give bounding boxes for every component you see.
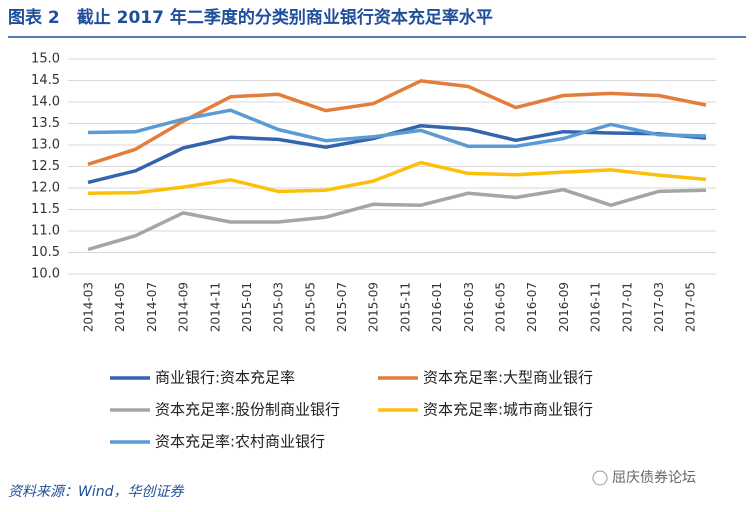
y-tick-label: 14.5 xyxy=(31,73,60,88)
x-tick-label: 2017-01 xyxy=(620,282,634,332)
x-tick-label: 2016-05 xyxy=(494,282,508,332)
series-line xyxy=(87,160,707,195)
x-tick-label: 2014-07 xyxy=(145,282,159,332)
x-tick-label: 2014-03 xyxy=(82,282,96,332)
series-line xyxy=(87,108,707,149)
x-tick-label: 2015-09 xyxy=(367,282,381,332)
x-tick-label: 2015-11 xyxy=(398,282,412,332)
y-tick-label: 13.0 xyxy=(31,138,60,153)
y-tick-label: 12.5 xyxy=(31,159,60,174)
y-tick-label: 10.0 xyxy=(31,267,60,282)
y-tick-label: 10.5 xyxy=(31,245,60,260)
legend-label: 资本充足率:城市商业银行 xyxy=(423,401,593,419)
x-tick-label: 2015-03 xyxy=(272,282,286,332)
legend-label: 商业银行:资本充足率 xyxy=(155,369,295,387)
x-tick-label: 2014-05 xyxy=(113,282,127,332)
x-tick-label: 2016-11 xyxy=(589,282,603,332)
series-line xyxy=(87,79,707,166)
legend-label: 资本充足率:股份制商业银行 xyxy=(155,401,340,419)
source: 资料来源：Wind，华创证券 xyxy=(8,484,184,500)
x-tick-label: 2015-01 xyxy=(240,282,254,332)
x-tick-label: 2014-11 xyxy=(208,282,222,332)
x-tick-label: 2017-05 xyxy=(684,282,698,332)
x-tick-label: 2016-03 xyxy=(462,282,476,332)
y-tick-label: 13.5 xyxy=(31,116,60,131)
y-tick-label: 11.0 xyxy=(31,224,60,239)
x-tick-label: 2017-03 xyxy=(652,282,666,332)
y-tick-label: 14.0 xyxy=(31,95,60,110)
x-tick-label: 2016-07 xyxy=(525,282,539,332)
chart-title: 图表 2 截止 2017 年二季度的分类别商业银行资本充足率水平 xyxy=(8,7,493,28)
x-tick-label: 2016-09 xyxy=(557,282,571,332)
legend-label: 资本充足率:大型商业银行 xyxy=(423,369,593,387)
watermark: 屈庆债券论坛 xyxy=(612,470,696,486)
y-tick-label: 11.5 xyxy=(31,202,60,217)
x-tick-label: 2015-07 xyxy=(335,282,349,332)
y-tick-label: 15.0 xyxy=(31,52,60,67)
y-tick-label: 12.0 xyxy=(31,181,60,196)
x-tick-label: 2016-01 xyxy=(430,282,444,332)
series-line xyxy=(87,187,707,252)
legend-label: 资本充足率:农村商业银行 xyxy=(155,433,325,451)
watermark-icon xyxy=(592,470,608,486)
x-tick-label: 2014-09 xyxy=(177,282,191,332)
x-tick-label: 2015-05 xyxy=(303,282,317,332)
